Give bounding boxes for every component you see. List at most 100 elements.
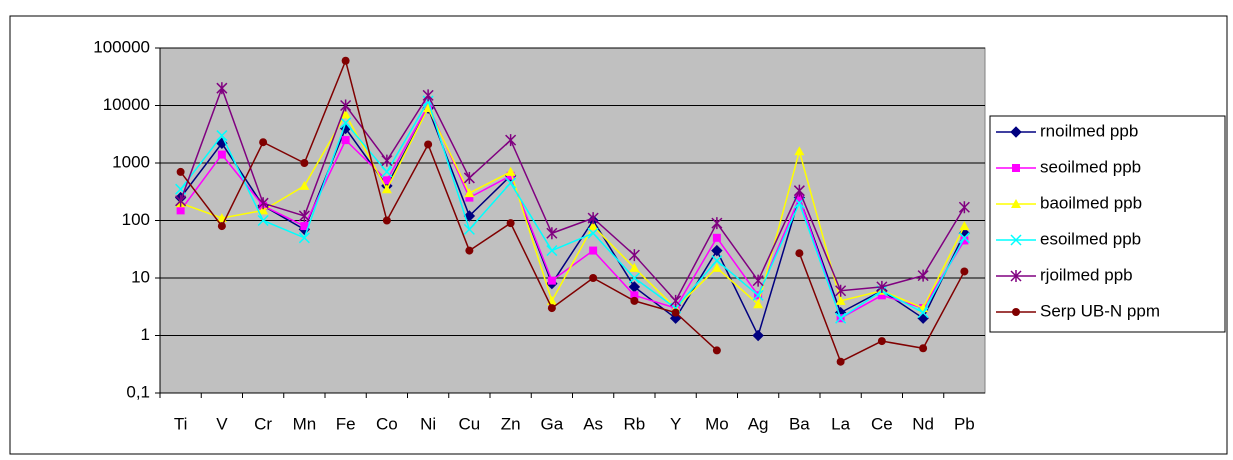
marker [424, 140, 433, 149]
marker [382, 216, 391, 225]
marker [175, 194, 187, 207]
marker-shape [257, 214, 269, 227]
marker-shape [835, 312, 847, 324]
marker [176, 206, 185, 215]
marker [711, 217, 723, 230]
marker-shape [795, 249, 804, 258]
marker [1010, 126, 1022, 138]
marker [505, 177, 517, 189]
marker [958, 201, 970, 214]
marker-shape [463, 210, 476, 222]
legend-label: Serp UB-N ppm [1040, 301, 1160, 320]
marker [217, 150, 226, 159]
legend-label: rnoilmed ppb [1040, 121, 1138, 140]
marker [960, 267, 969, 276]
marker-shape [259, 138, 268, 147]
legend [989, 115, 1226, 333]
marker [176, 167, 185, 176]
marker-shape [341, 56, 350, 65]
marker-shape [547, 276, 556, 285]
series-line [179, 85, 966, 303]
x-tick-label: Ti [174, 414, 188, 433]
x-tick-label: La [831, 414, 850, 433]
y-tick-label: 100000 [93, 37, 150, 56]
marker [752, 329, 764, 342]
marker [919, 344, 928, 353]
y-tick-label: 10 [131, 267, 150, 286]
legend-label: seoilmed ppb [1040, 157, 1141, 176]
x-tick-label: Mo [705, 414, 729, 433]
marker-shape [958, 232, 970, 244]
y-tick-label: 100 [122, 210, 150, 229]
marker [216, 82, 228, 95]
marker-shape [588, 221, 599, 231]
marker-shape [795, 193, 804, 202]
marker [711, 244, 723, 257]
marker [795, 193, 804, 202]
x-tick-label: As [583, 414, 603, 433]
marker [257, 197, 269, 210]
marker [587, 212, 599, 225]
marker-shape [505, 166, 516, 176]
marker [794, 146, 805, 156]
marker-shape [753, 299, 764, 309]
marker [381, 166, 393, 178]
marker [1012, 164, 1020, 172]
marker [628, 249, 640, 262]
marker [465, 193, 474, 202]
marker-shape [877, 291, 886, 300]
marker [217, 222, 226, 231]
marker-shape [589, 274, 598, 282]
marker-shape [175, 183, 187, 195]
x-tick-label: Cu [459, 414, 481, 433]
marker [960, 236, 969, 245]
x-tick-label: Ni [420, 414, 436, 433]
marker [753, 299, 764, 309]
marker-shape [300, 159, 309, 167]
marker-shape [794, 146, 805, 156]
marker-shape [341, 136, 350, 145]
marker [547, 276, 556, 285]
marker-shape [176, 167, 185, 176]
marker [795, 249, 804, 258]
marker [506, 219, 515, 228]
marker [587, 227, 599, 239]
marker [216, 130, 228, 142]
marker-shape [752, 329, 764, 342]
x-tick-label: Y [670, 414, 681, 433]
marker-shape [382, 176, 391, 185]
x-tick-label: Ce [871, 414, 893, 433]
marker [877, 291, 886, 300]
marker-shape [300, 222, 309, 231]
marker-shape [217, 150, 226, 159]
marker [505, 134, 517, 147]
x-tick-label: Fe [336, 414, 356, 433]
marker-shape [712, 346, 721, 355]
marker [835, 312, 847, 324]
marker [341, 136, 350, 145]
marker [628, 272, 640, 284]
marker-shape [298, 232, 310, 244]
marker [382, 176, 391, 185]
marker [630, 291, 639, 300]
y-tick-label: 10000 [103, 95, 150, 114]
marker [546, 245, 558, 257]
marker-shape [1012, 308, 1020, 316]
marker-shape [505, 177, 517, 189]
marker-shape [381, 184, 392, 194]
marker [752, 289, 764, 301]
marker-shape [835, 295, 846, 305]
marker [1012, 308, 1020, 316]
marker-shape [1011, 199, 1021, 208]
marker-shape [547, 304, 556, 313]
marker [959, 221, 970, 231]
marker-shape [424, 140, 433, 149]
marker [258, 205, 269, 215]
marker [300, 159, 309, 167]
marker-shape [712, 233, 721, 242]
marker-shape [340, 109, 351, 119]
marker [299, 180, 310, 190]
marker [630, 296, 639, 305]
y-tick-label: 1000 [112, 152, 150, 171]
legend-label: esoilmed ppb [1040, 229, 1141, 248]
